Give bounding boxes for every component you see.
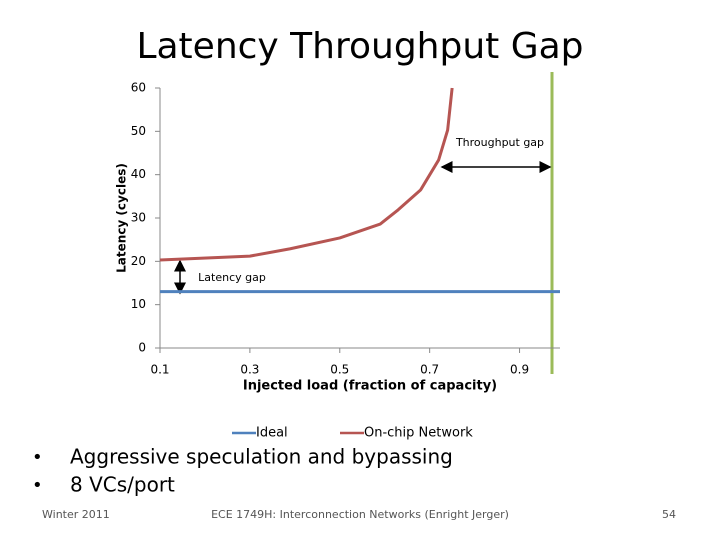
series-line — [159, 87, 454, 262]
annotation: Latency gap — [198, 271, 266, 284]
x-tick-label: 0.1 — [150, 363, 169, 377]
x-axis-label: Injected load (fraction of capacity) — [243, 379, 497, 394]
bullet-dot: • — [32, 475, 43, 496]
y-tick-label: 0 — [138, 341, 146, 355]
footer-center: ECE 1749H: Interconnection Networks (Enr… — [211, 508, 509, 521]
annotation: Throughput gap — [455, 136, 544, 149]
bullet-dot: • — [32, 447, 43, 468]
y-tick-label: 40 — [131, 167, 146, 181]
legend-label: On-chip Network — [364, 426, 473, 441]
bullet: Aggressive speculation and bypassing — [70, 445, 453, 469]
page-number: 54 — [662, 508, 676, 521]
bullet: 8 VCs/port — [70, 473, 175, 497]
x-tick-label: 0.7 — [420, 363, 439, 377]
y-tick-label: 30 — [131, 211, 146, 225]
y-tick-label: 50 — [131, 124, 146, 138]
y-tick-label: 60 — [131, 81, 146, 95]
x-tick-label: 0.5 — [330, 363, 349, 377]
y-tick-label: 10 — [131, 297, 146, 311]
slide-title: Latency Throughput Gap — [136, 26, 583, 67]
footer-left: Winter 2011 — [42, 508, 110, 521]
x-tick-label: 0.3 — [240, 363, 259, 377]
y-tick-label: 20 — [131, 254, 146, 268]
legend-label: Ideal — [256, 426, 288, 441]
y-axis-label: Latency (cycles) — [115, 163, 129, 273]
x-tick-label: 0.9 — [510, 363, 529, 377]
